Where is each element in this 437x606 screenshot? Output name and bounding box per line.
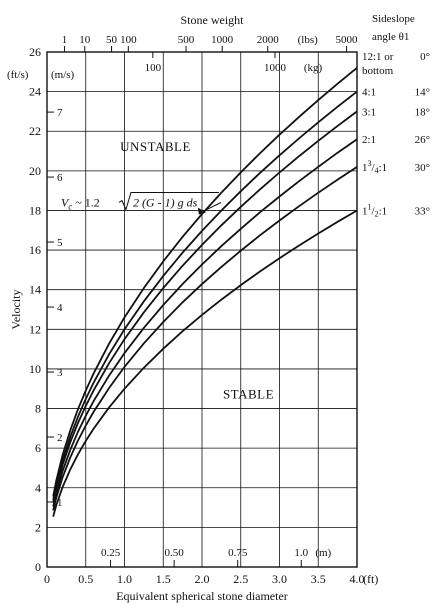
- y-tick-label: 16: [29, 243, 41, 257]
- x-tick-label: 0.5: [78, 572, 93, 586]
- top-axis-label: Stone weight: [181, 13, 245, 27]
- labels: 0 0.5 1.0 1.5 2.0 2.5 3.0 3.5 4.0(ft) Equivalent …: [7, 13, 430, 603]
- legend-label: 12:1 or: [362, 51, 394, 63]
- y-ms-tick-label: 7: [57, 107, 63, 119]
- legend-angle: 30°: [415, 162, 430, 174]
- formula-arrow-line: [202, 202, 222, 212]
- y-tick-label: 0: [35, 560, 41, 574]
- legend-label: 13/4:1: [362, 159, 387, 175]
- y-tick-label: 2: [35, 520, 41, 534]
- y-tick-label: 14: [29, 283, 41, 297]
- series-line-2: [52, 90, 358, 500]
- x-tick-label: 3.0: [272, 572, 287, 586]
- unstable-label: UNSTABLE: [120, 139, 191, 154]
- legend-label: bottom: [362, 65, 394, 77]
- series-line-1: [52, 67, 358, 497]
- top-lbs-tick-label: 1: [62, 34, 68, 46]
- top-lbs-tick-label: 50: [106, 34, 118, 46]
- x-m-tick-label: 1.0: [294, 547, 308, 559]
- legend-angle: 0°: [420, 51, 430, 63]
- series-line-6: [52, 209, 358, 517]
- y-tick-label: 8: [35, 402, 41, 416]
- x-tick-label: 4.0: [350, 572, 365, 586]
- legend-angle: 33°: [415, 205, 430, 217]
- sqrt-sign: [118, 192, 219, 211]
- x-m-tick-label: 0.25: [101, 547, 121, 559]
- top-lbs-tick-label: 5000: [336, 34, 359, 46]
- top-lbs-unit: (lbs): [298, 34, 319, 46]
- y-tick-label: 10: [29, 362, 41, 376]
- top-lbs-tick-label: 500: [178, 34, 195, 46]
- x-tick-label: 2.5: [233, 572, 248, 586]
- ticks: [47, 46, 348, 567]
- legend-header-1: Sideslope: [372, 13, 415, 25]
- y-tick-label: 24: [29, 85, 41, 99]
- top-lbs-tick-label: 1000: [211, 34, 234, 46]
- legend-label: 11/2:1: [362, 202, 387, 218]
- top-lbs-tick-label: 100: [120, 34, 137, 46]
- x-m-tick-label: 0.50: [165, 547, 185, 559]
- x-tick-label: 1.5: [156, 572, 171, 586]
- y-axis-label: Velocity: [9, 290, 23, 330]
- x-tick-label: 3.5: [311, 572, 326, 586]
- x-unit-ft: (ft): [363, 572, 378, 586]
- stable-label: STABLE: [223, 387, 274, 402]
- legend-label: 3:1: [362, 106, 376, 118]
- plot-frame: [46, 51, 358, 568]
- series-line-3: [52, 110, 358, 503]
- legend-label: 4:1: [362, 87, 376, 99]
- y-ms-tick-label: 2: [57, 432, 63, 444]
- y-tick-label: 12: [29, 322, 41, 336]
- y-ms-tick-label: 4: [57, 302, 63, 314]
- y-tick-label: 20: [29, 164, 41, 178]
- top-lbs-tick-label: 10: [79, 34, 91, 46]
- top-kg-unit: (kg): [304, 62, 323, 74]
- x-tick-label: 0: [44, 572, 50, 586]
- y-ms-tick-label: 1: [57, 497, 63, 509]
- x-axis-label: Equivalent spherical stone diameter: [116, 589, 288, 603]
- y-tick-label: 4: [35, 481, 41, 495]
- y-tick-label: 18: [29, 203, 41, 217]
- formula-arrowhead: [197, 207, 206, 215]
- y-ms-tick-label: 6: [57, 172, 63, 184]
- legend-angle: 14°: [415, 87, 430, 99]
- x-m-tick-label: 0.75: [228, 547, 248, 559]
- curves: [52, 67, 358, 517]
- top-kg-tick-label: 1000: [264, 62, 287, 74]
- legend-label: 2:1: [362, 134, 376, 146]
- legend-angle: 18°: [415, 106, 430, 118]
- formula-sqrt-body: 2 (G - 1) g ds: [133, 196, 198, 210]
- x-unit-m: (m): [315, 547, 331, 559]
- y-ms-tick-label: 5: [57, 237, 63, 249]
- legend-header-2: angle θ1: [372, 31, 409, 43]
- series-line-4: [52, 138, 358, 507]
- y-tick-label: 26: [29, 45, 41, 59]
- y-unit-ms: (m/s): [51, 69, 75, 81]
- y-tick-label: 22: [29, 124, 41, 138]
- grid: [47, 52, 357, 567]
- series-line-5: [52, 166, 358, 511]
- top-lbs-tick-label: 2000: [257, 34, 280, 46]
- y-ms-tick-label: 3: [57, 367, 63, 379]
- x-tick-label: 2.0: [195, 572, 210, 586]
- y-tick-label: 6: [35, 441, 41, 455]
- y-unit-fts: (ft/s): [7, 69, 29, 81]
- x-tick-label: 1.0: [117, 572, 132, 586]
- top-kg-tick-label: 100: [145, 62, 162, 74]
- formula-text: Vc ~ 1.2: [61, 196, 100, 212]
- legend-angle: 26°: [415, 134, 430, 146]
